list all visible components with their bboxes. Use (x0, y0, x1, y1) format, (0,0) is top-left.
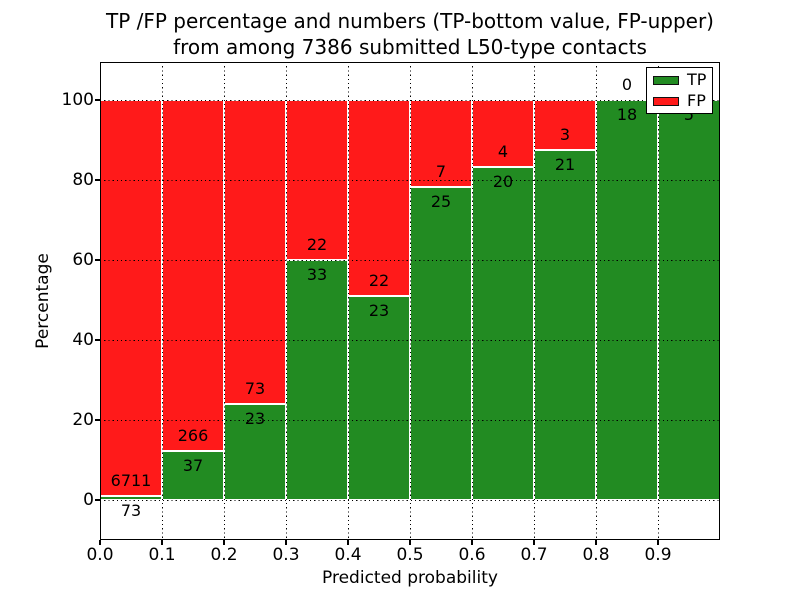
bar-fp-segment (100, 100, 162, 496)
bar-tp-count-label: 18 (616, 105, 638, 124)
x-tick-label: 0.8 (582, 545, 610, 565)
bar-fp-segment (162, 100, 224, 452)
x-tick (657, 540, 659, 545)
bar-fp-count-label: 73 (244, 379, 266, 399)
x-tick (161, 540, 163, 545)
bar-tp-count-label: 23 (368, 300, 390, 320)
x-tick-label: 0.0 (86, 545, 114, 565)
x-gridline (534, 62, 535, 540)
y-tick-label: 40 (72, 330, 94, 350)
x-gridline (472, 62, 473, 540)
bar-tp-segment (596, 100, 658, 500)
x-tick (285, 540, 287, 545)
y-tick-label: 0 (83, 490, 94, 510)
bar-tp-segment (658, 100, 720, 500)
plot-area: TP FP 6711 73 266 37 73 23 22 33 22 23 7 25 4 20 3 21 0 1… (100, 62, 720, 540)
y-tick (95, 259, 100, 261)
x-axis-label: Predicted probability (322, 568, 498, 588)
bar-fp-count-label: 22 (368, 270, 390, 290)
legend-entry-fp: FP (653, 92, 712, 110)
legend: TP FP (646, 67, 713, 114)
x-tick-label: 0.5 (396, 545, 424, 565)
y-tick (95, 419, 100, 421)
legend-label-tp: TP (687, 70, 707, 89)
bar-tp-count-label: 20 (492, 171, 514, 191)
legend-swatch-fp (653, 96, 679, 106)
bar-fp-count-label: 7 (435, 162, 447, 182)
x-tick-label: 0.3 (272, 545, 300, 565)
x-tick (347, 540, 349, 545)
legend-label-fp: FP (687, 91, 706, 110)
x-tick (99, 540, 101, 545)
chart-title-line2: from among 7386 submitted L50-type conta… (173, 35, 647, 59)
bar-fp-segment (348, 100, 410, 296)
bar-fp-count-label: 22 (306, 235, 328, 254)
x-gridline (348, 62, 349, 540)
y-tick (95, 99, 100, 101)
chart-title-line1: TP /FP percentage and numbers (TP-bottom… (106, 9, 714, 33)
bar-tp-segment (472, 166, 534, 500)
bar-fp-segment (224, 100, 286, 405)
bar-tp-count-label: 23 (244, 409, 266, 429)
bar-fp-count-label: 266 (177, 426, 209, 446)
y-tick (95, 179, 100, 181)
bar-fp-count-label: 3 (559, 125, 571, 144)
bar-fp-count-label: 6711 (110, 470, 152, 490)
x-tick (595, 540, 597, 545)
y-tick-label: 100 (61, 90, 94, 110)
x-tick-label: 0.9 (644, 545, 672, 565)
bar-tp-count-label: 33 (306, 265, 328, 284)
y-tick (95, 339, 100, 341)
x-tick (471, 540, 473, 545)
bar-tp-segment (534, 150, 596, 500)
x-tick-label: 0.7 (520, 545, 548, 565)
bar-tp-segment (162, 451, 224, 500)
bar-tp-count-label: 25 (430, 192, 452, 212)
x-tick (533, 540, 535, 545)
y-tick-label: 60 (72, 250, 94, 270)
y-tick (95, 499, 100, 501)
x-tick-label: 0.4 (334, 545, 362, 565)
x-gridline (224, 62, 225, 540)
bar-tp-segment (286, 260, 348, 500)
bar-fp-count-label: 4 (497, 141, 509, 161)
bar-tp-count-label: 21 (554, 155, 576, 174)
bar-tp-segment (410, 187, 472, 500)
x-tick-label: 0.1 (148, 545, 176, 565)
y-tick-label: 20 (72, 410, 94, 430)
x-tick-label: 0.6 (458, 545, 486, 565)
legend-swatch-tp (653, 75, 679, 85)
bar-tp-count-label: 73 (120, 500, 142, 520)
bar-tp-count-label: 37 (182, 456, 204, 476)
bar-tp-segment (348, 295, 410, 500)
y-tick-label: 80 (72, 170, 94, 190)
x-gridline (596, 62, 597, 540)
x-tick (223, 540, 225, 545)
bar-fp-count-label: 0 (621, 75, 633, 94)
x-gridline (410, 62, 411, 540)
x-gridline (286, 62, 287, 540)
x-tick-label: 0.2 (210, 545, 238, 565)
bar-tp-count-label: 5 (683, 105, 695, 124)
legend-entry-tp: TP (653, 71, 712, 89)
x-gridline (658, 62, 659, 540)
x-tick (409, 540, 411, 545)
x-gridline (162, 62, 163, 540)
